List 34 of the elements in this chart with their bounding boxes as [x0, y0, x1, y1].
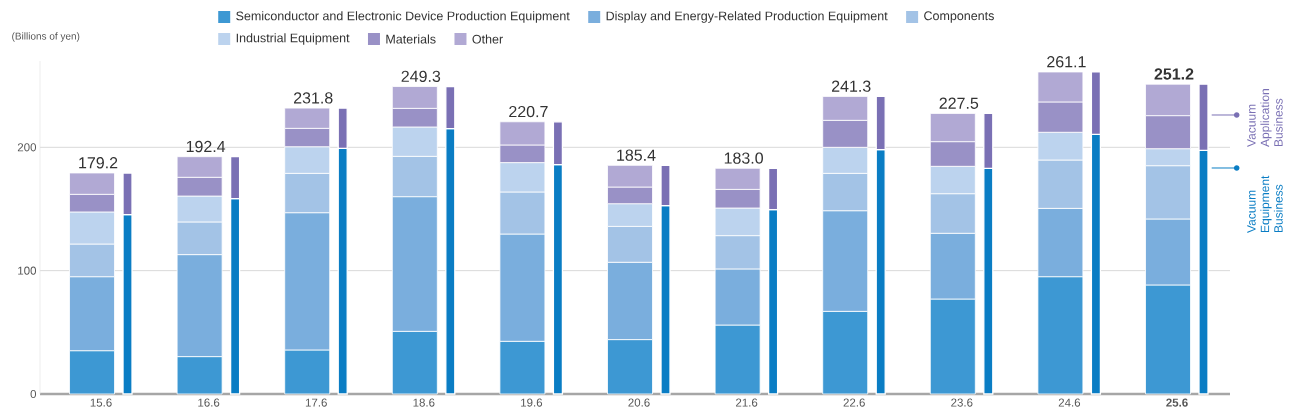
- x-tick-label: 19.6: [521, 398, 543, 407]
- legend-label: Other: [472, 34, 503, 44]
- annotation: 231.8: [294, 92, 333, 104]
- annotation: 249.3: [401, 70, 441, 82]
- legend-label: Vacuum Application Business: [1247, 89, 1283, 147]
- annotation: 183.0: [724, 152, 763, 164]
- x-tick-label: 17.6: [305, 398, 327, 407]
- x-tick-label: 16.6: [198, 398, 220, 407]
- annotation: 192.4: [186, 140, 226, 153]
- legend-label: Semiconductor and Electronic Device Production Equipment: [236, 11, 570, 23]
- legend-label: Components: [924, 11, 994, 23]
- x-tick-label: 18.6: [413, 398, 435, 407]
- y-tick-label: 200: [17, 143, 37, 152]
- x-tick-label: 15.6: [90, 398, 112, 407]
- y-tick-label: 0: [30, 389, 37, 399]
- legend-label: Industrial Equipment: [236, 33, 350, 45]
- x-tick-label: 22.6: [843, 398, 865, 407]
- legend-label: Display and Energy-Related Production Equipment: [606, 11, 888, 23]
- annotation: 185.4: [617, 149, 656, 161]
- x-tick-label: 25.6: [1166, 398, 1188, 407]
- annotation: 227.5: [939, 97, 979, 109]
- annotation: 261.1: [1047, 56, 1086, 68]
- annotation: 179.2: [79, 157, 118, 169]
- x-tick-label: 20.6: [628, 398, 650, 407]
- text: Vacuum Equipment Business: [1247, 175, 1283, 233]
- y-axis-title: (Billions of yen): [12, 32, 80, 42]
- annotation: 220.7: [509, 105, 548, 118]
- x-tick-label: 24.6: [1058, 398, 1081, 407]
- legend-label: Materials: [386, 34, 436, 44]
- y-tick-label: 100: [18, 266, 37, 275]
- x-tick-label: 21.6: [736, 398, 758, 407]
- x-tick-label: 23.6: [951, 398, 973, 407]
- annotation: 241.3: [831, 80, 871, 92]
- annotation: 251.2: [1154, 68, 1194, 80]
